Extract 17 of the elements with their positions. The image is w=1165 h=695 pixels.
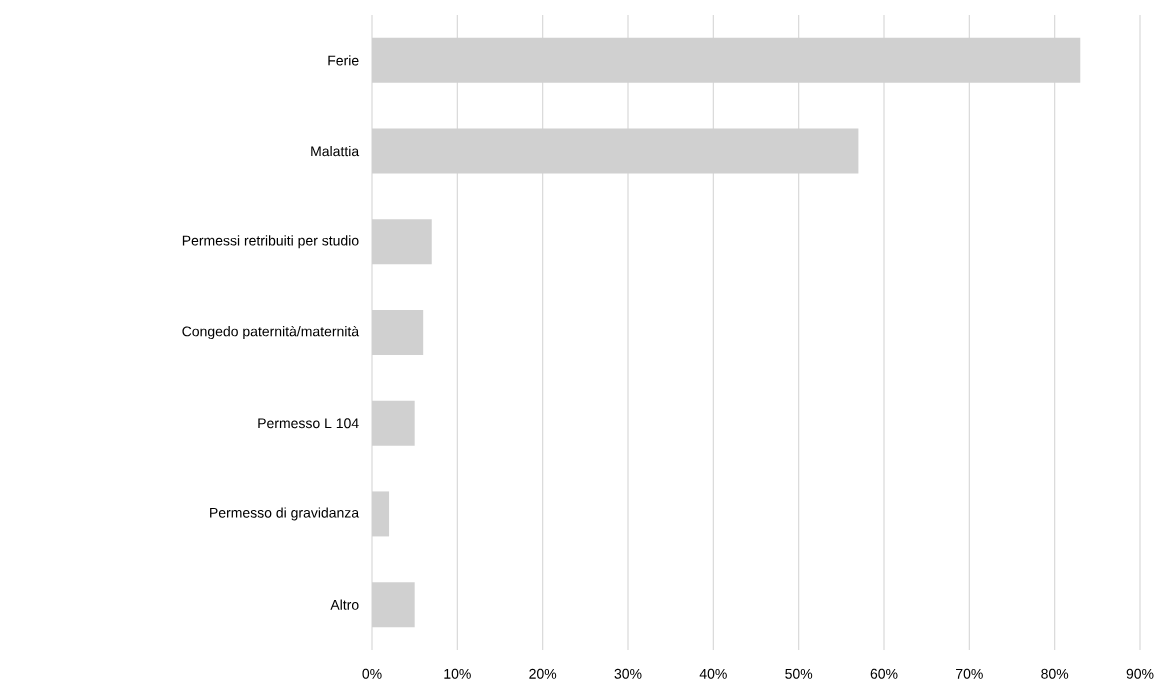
x-tick-label: 30% — [614, 668, 642, 679]
x-tick-label: 60% — [870, 668, 898, 679]
y-tick-label: Permesso di gravidanza — [210, 507, 360, 521]
y-tick-label: Altro — [330, 599, 359, 610]
y-tick-label: Malattia — [311, 145, 360, 157]
x-tick-label: 20% — [529, 668, 557, 679]
y-tick-label: Permessi retribuiti per studio — [182, 235, 359, 249]
x-tick-label: 70% — [956, 668, 983, 679]
x-tick-label: 50% — [785, 668, 813, 679]
y-tick-label: Permesso L 104 — [258, 418, 359, 429]
x-tick-label: 0% — [362, 668, 382, 679]
x-tick-label: 90% — [1126, 668, 1154, 679]
x-tick-label: 80% — [1041, 668, 1069, 679]
y-tick-label: Ferie — [328, 55, 359, 66]
x-tick-label: 10% — [444, 668, 471, 679]
x-tick-label: 40% — [699, 668, 727, 679]
y-tick-label: Congedo paternità/maternità — [182, 325, 360, 340]
